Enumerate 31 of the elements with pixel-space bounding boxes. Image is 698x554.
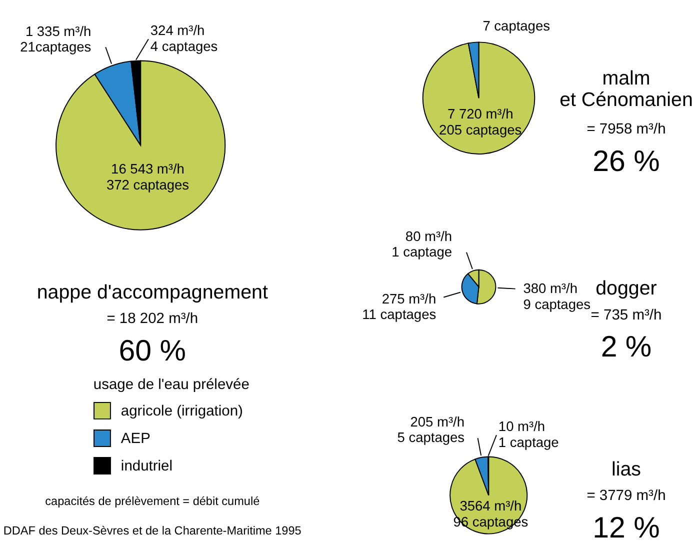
text: nappe d'accompagnement — [36, 282, 268, 304]
text: capacités de prélèvement = débit cumulé — [45, 495, 260, 508]
pie-slice — [422, 42, 536, 154]
data-label: 7 720 m³/h 205 captages — [439, 106, 522, 138]
text: 7 captages — [482, 18, 550, 34]
text: lias — [611, 458, 642, 481]
data-label: 205 m³/h 5 captages — [397, 414, 465, 446]
text: = 3779 m³/h — [586, 488, 666, 504]
legend-label: indutriel — [120, 458, 173, 475]
data-label: 80 m³/h 1 captage — [392, 228, 452, 260]
data-label: 275 m³/h 11 captages — [362, 291, 436, 322]
pie-slice — [450, 456, 528, 534]
text: = 18 202 m³/h — [106, 311, 198, 328]
text: DDAF des Deux-Sèvres et de la Charente-Maritime 1995 — [3, 524, 302, 538]
text: 26 % — [592, 144, 660, 178]
text: 60 % — [118, 334, 186, 368]
text: = 7958 m³/h — [586, 121, 666, 138]
legend-title: usage de l'eau prélevée — [93, 377, 250, 394]
text: malm et Cénomanien — [560, 67, 693, 111]
legend-label: AEP — [120, 431, 151, 448]
text: 2 % — [600, 330, 652, 364]
pie-slice — [56, 60, 226, 230]
legend-label: agricole (irrigation) — [120, 404, 243, 420]
data-label: 324 m³/h 4 captages — [150, 23, 218, 54]
text: 12 % — [592, 512, 660, 545]
data-label: 1 335 m³/h 21captages — [20, 24, 92, 55]
text: = 735 m³/h — [590, 307, 662, 324]
text: dogger — [596, 278, 658, 300]
data-label: 10 m³/h 1 captage — [498, 419, 560, 450]
data-label: 16 543 m³/h 372 captages — [106, 162, 190, 192]
data-label: 380 m³/h 9 captages — [523, 281, 591, 312]
